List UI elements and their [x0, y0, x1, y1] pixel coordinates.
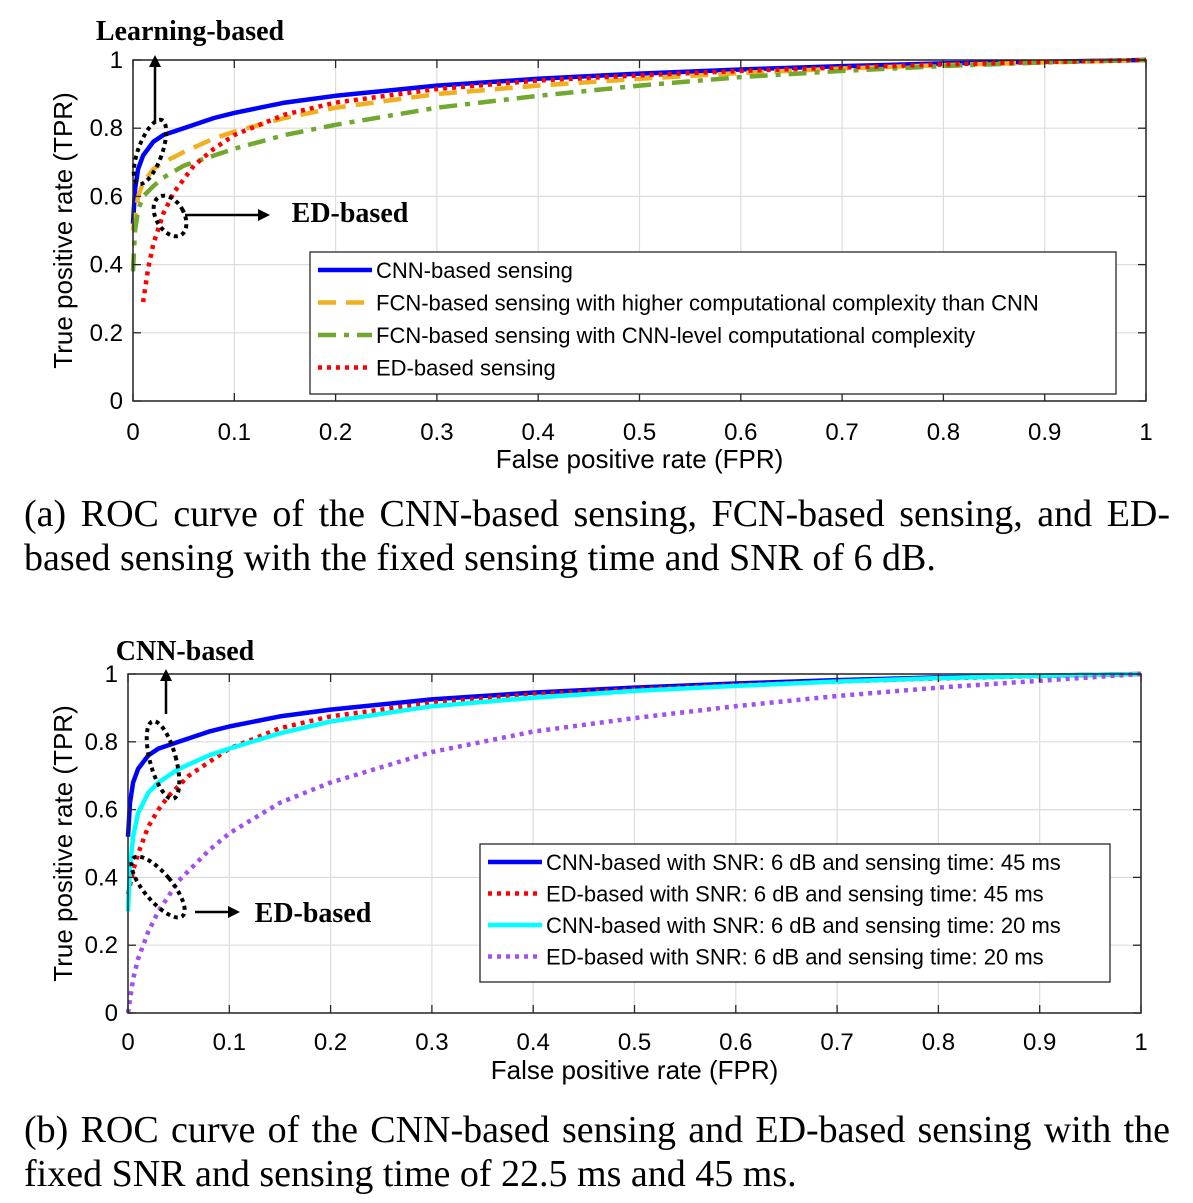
series-line-4: [125, 671, 1142, 1014]
legend-box: [309, 251, 1117, 395]
annotations: CNN-based ED-based: [116, 636, 372, 929]
annotation-top-label: CNN-based: [116, 636, 255, 667]
legend-label-3: CNN-based with SNR: 6 dB and sensing tim…: [546, 913, 1061, 938]
x-tick-label: 0.4: [517, 1029, 550, 1056]
annotations: Learning-based ED-based: [96, 16, 409, 239]
x-tick-label: 0.1: [218, 419, 251, 446]
y-tick-label: 0.4: [90, 252, 123, 279]
legend-label-1: CNN-based sensing: [376, 258, 573, 283]
x-tick-label: 0.9: [1028, 419, 1061, 446]
roc-chart-a: 0 0.1 0.2 0.3 0.4 0.5 0.6 0.7 0.8 0.9 1 0 0.2 0.4 0.6 0…: [48, 16, 1153, 474]
y-tick-label: 1: [105, 661, 118, 688]
annotation-arrowhead-right: [258, 209, 270, 221]
y-axis-label: True positive rate (TPR): [48, 705, 78, 981]
y-tick-label: 0.2: [90, 320, 123, 347]
annotation-side-label: ED-based: [292, 198, 409, 229]
y-tick-label: 0: [110, 388, 123, 415]
x-tick-label: 0.8: [922, 1029, 955, 1056]
x-tick-label: 0.6: [724, 419, 757, 446]
annotation-ellipse-side: [151, 193, 189, 239]
annotation-ellipse-top: [144, 719, 182, 801]
x-tick-label: 0: [121, 1029, 134, 1056]
x-tick-label: 1: [1139, 419, 1152, 446]
x-tick-label: 0.5: [618, 1029, 651, 1056]
y-tick-label: 1: [110, 47, 123, 74]
legend-box: [479, 843, 1111, 983]
annotation-arrowhead-right: [228, 906, 240, 918]
annotation-arrowhead-up: [149, 55, 161, 67]
annotation-ellipse-side: [129, 854, 187, 920]
x-tick-label: 0.6: [719, 1029, 752, 1056]
annotation-ellipse-top: [131, 117, 169, 187]
legend-label-3: FCN-based sensing with CNN-level computa…: [376, 323, 975, 348]
x-tick-label: 0.5: [623, 419, 656, 446]
x-tick-label: 0.1: [213, 1029, 246, 1056]
caption-a: (a) ROC curve of the CNN-based sensing, …: [24, 493, 1170, 579]
figure-panel-b: 0 0.1 0.2 0.3 0.4 0.5 0.6 0.7 0.8 0.9 1 0 0.2 0.4 0.6 0…: [0, 612, 1193, 1203]
x-tick-label: 1: [1134, 1029, 1147, 1056]
x-tick-label: 0.2: [314, 1029, 347, 1056]
x-tick-label: 0.9: [1023, 1029, 1056, 1056]
x-tick-label: 0.3: [420, 419, 453, 446]
figure-panel-a: 0 0.1 0.2 0.3 0.4 0.5 0.6 0.7 0.8 0.9 1 0 0.2 0.4 0.6 0…: [0, 0, 1193, 600]
tick-labels: 0 0.1 0.2 0.3 0.4 0.5 0.6 0.7 0.8 0.9 1 0 0.2 0.4 0.6 0…: [90, 47, 1153, 446]
y-tick-label: 0.6: [85, 797, 118, 824]
annotation-top-label: Learning-based: [96, 16, 285, 47]
annotation-arrowhead-up: [160, 669, 172, 681]
legend-label-2: ED-based with SNR: 6 dB and sensing time…: [546, 882, 1044, 907]
x-tick-label: 0.2: [319, 419, 352, 446]
y-tick-label: 0.4: [85, 864, 118, 891]
roc-chart-b: 0 0.1 0.2 0.3 0.4 0.5 0.6 0.7 0.8 0.9 1 0 0.2 0.4 0.6 0…: [48, 636, 1148, 1085]
y-tick-label: 0.8: [85, 729, 118, 756]
y-tick-label: 0.2: [85, 932, 118, 959]
legend-label-4: ED-based with SNR: 6 dB and sensing time…: [546, 945, 1044, 970]
x-tick-label: 0.7: [820, 1029, 853, 1056]
x-tick-label: 0.3: [415, 1029, 448, 1056]
legend-label-4: ED-based sensing: [376, 356, 556, 381]
legend: CNN-based sensing FCN-based sensing with …: [309, 251, 1117, 395]
legend-label-1: CNN-based with SNR: 6 dB and sensing tim…: [546, 850, 1061, 875]
y-tick-label: 0.6: [90, 183, 123, 210]
caption-b: (b) ROC curve of the CNN-based sensing a…: [24, 1109, 1170, 1195]
x-axis-label: False positive rate (FPR): [496, 444, 784, 474]
y-tick-label: 0.8: [90, 115, 123, 142]
y-axis-label: True positive rate (TPR): [48, 92, 78, 368]
y-tick-label: 0: [105, 1000, 118, 1027]
x-tick-label: 0.8: [927, 419, 960, 446]
legend: CNN-based with SNR: 6 dB and sensing tim…: [479, 843, 1111, 983]
x-tick-label: 0: [126, 419, 139, 446]
tick-labels: 0 0.1 0.2 0.3 0.4 0.5 0.6 0.7 0.8 0.9 1 0 0.2 0.4 0.6 0…: [85, 661, 1148, 1056]
x-tick-label: 0.4: [522, 419, 555, 446]
series-line-3: [130, 57, 1147, 272]
series-line-2: [125, 671, 1142, 895]
legend-label-2: FCN-based sensing with higher computatio…: [376, 291, 1039, 316]
x-tick-label: 0.7: [825, 419, 858, 446]
x-axis-label: False positive rate (FPR): [491, 1055, 779, 1085]
annotation-side-label: ED-based: [255, 898, 372, 929]
